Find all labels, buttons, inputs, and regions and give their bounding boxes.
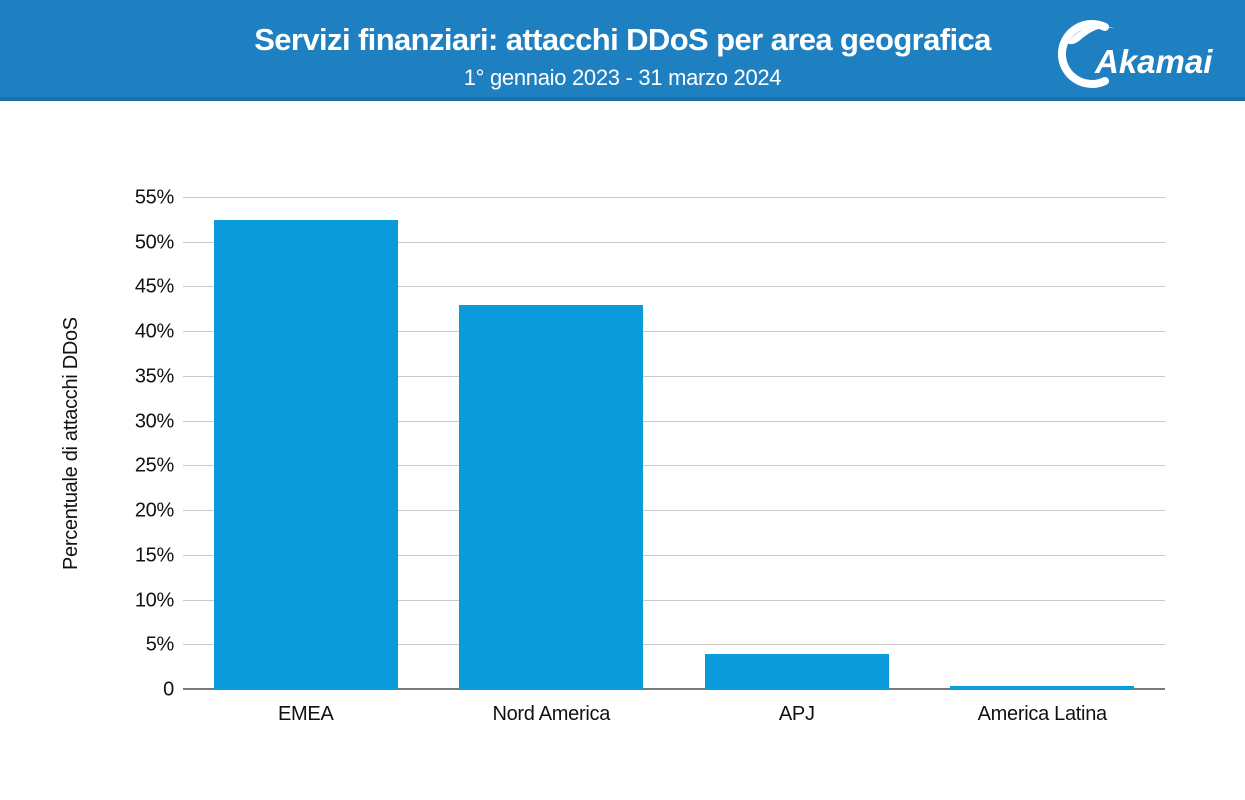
gridline	[183, 286, 1165, 288]
y-tick-label: 55%	[134, 186, 174, 209]
y-axis-tick-labels: 0 5% 10% 15% 20% 25% 30% 35% 40% 45% 50% 55%	[94, 187, 175, 701]
gridline	[183, 197, 1165, 198]
x-category-label: America Latina	[977, 703, 1108, 725]
akamai-logo-text: Akamai	[1094, 43, 1213, 80]
gridline	[183, 375, 1165, 377]
y-tick-label: 15%	[134, 544, 174, 567]
y-tick-label: 40%	[134, 320, 174, 343]
y-tick-label: 20%	[134, 499, 174, 522]
x-axis-baseline	[183, 688, 1165, 690]
y-tick-label: 35%	[134, 365, 174, 388]
gridline	[183, 331, 1165, 333]
x-axis-category-labels: EMEA Nord America APJ America Latina	[183, 703, 1165, 726]
akamai-logo: Akamai	[1053, 14, 1213, 90]
gridline	[183, 241, 1165, 243]
y-tick-label: 25%	[134, 454, 174, 477]
y-tick-label: 30%	[134, 410, 174, 433]
header-banner: Servizi finanziari: attacchi DDoS per ar…	[0, 0, 1245, 101]
gridline	[183, 554, 1165, 556]
y-tick-label: 10%	[134, 589, 174, 612]
bar-america-latina	[950, 685, 1135, 690]
x-category-label: Nord America	[492, 703, 611, 725]
x-category-label: APJ	[778, 703, 815, 725]
x-category-label: EMEA	[278, 703, 334, 725]
gridline	[183, 420, 1165, 422]
gridline	[183, 599, 1165, 601]
y-tick-label: 50%	[134, 231, 174, 254]
chart-subtitle: 1° gennaio 2023 - 31 marzo 2024	[463, 65, 782, 90]
bar-apj	[704, 654, 889, 690]
y-tick-label: 45%	[134, 275, 174, 298]
bar-nord-america	[459, 305, 644, 690]
chart-title: Servizi finanziari: attacchi DDoS per ar…	[254, 22, 991, 57]
y-tick-label: 5%	[145, 633, 175, 656]
y-tick-label: 0	[163, 678, 174, 701]
header-titles: Servizi finanziari: attacchi DDoS per ar…	[0, 0, 1245, 91]
gridline	[183, 510, 1165, 512]
bar-emea	[213, 220, 398, 690]
gridline	[183, 644, 1165, 646]
gridline	[183, 465, 1165, 467]
plot-area	[183, 197, 1165, 690]
akamai-swoosh-icon: Akamai	[1058, 20, 1213, 88]
